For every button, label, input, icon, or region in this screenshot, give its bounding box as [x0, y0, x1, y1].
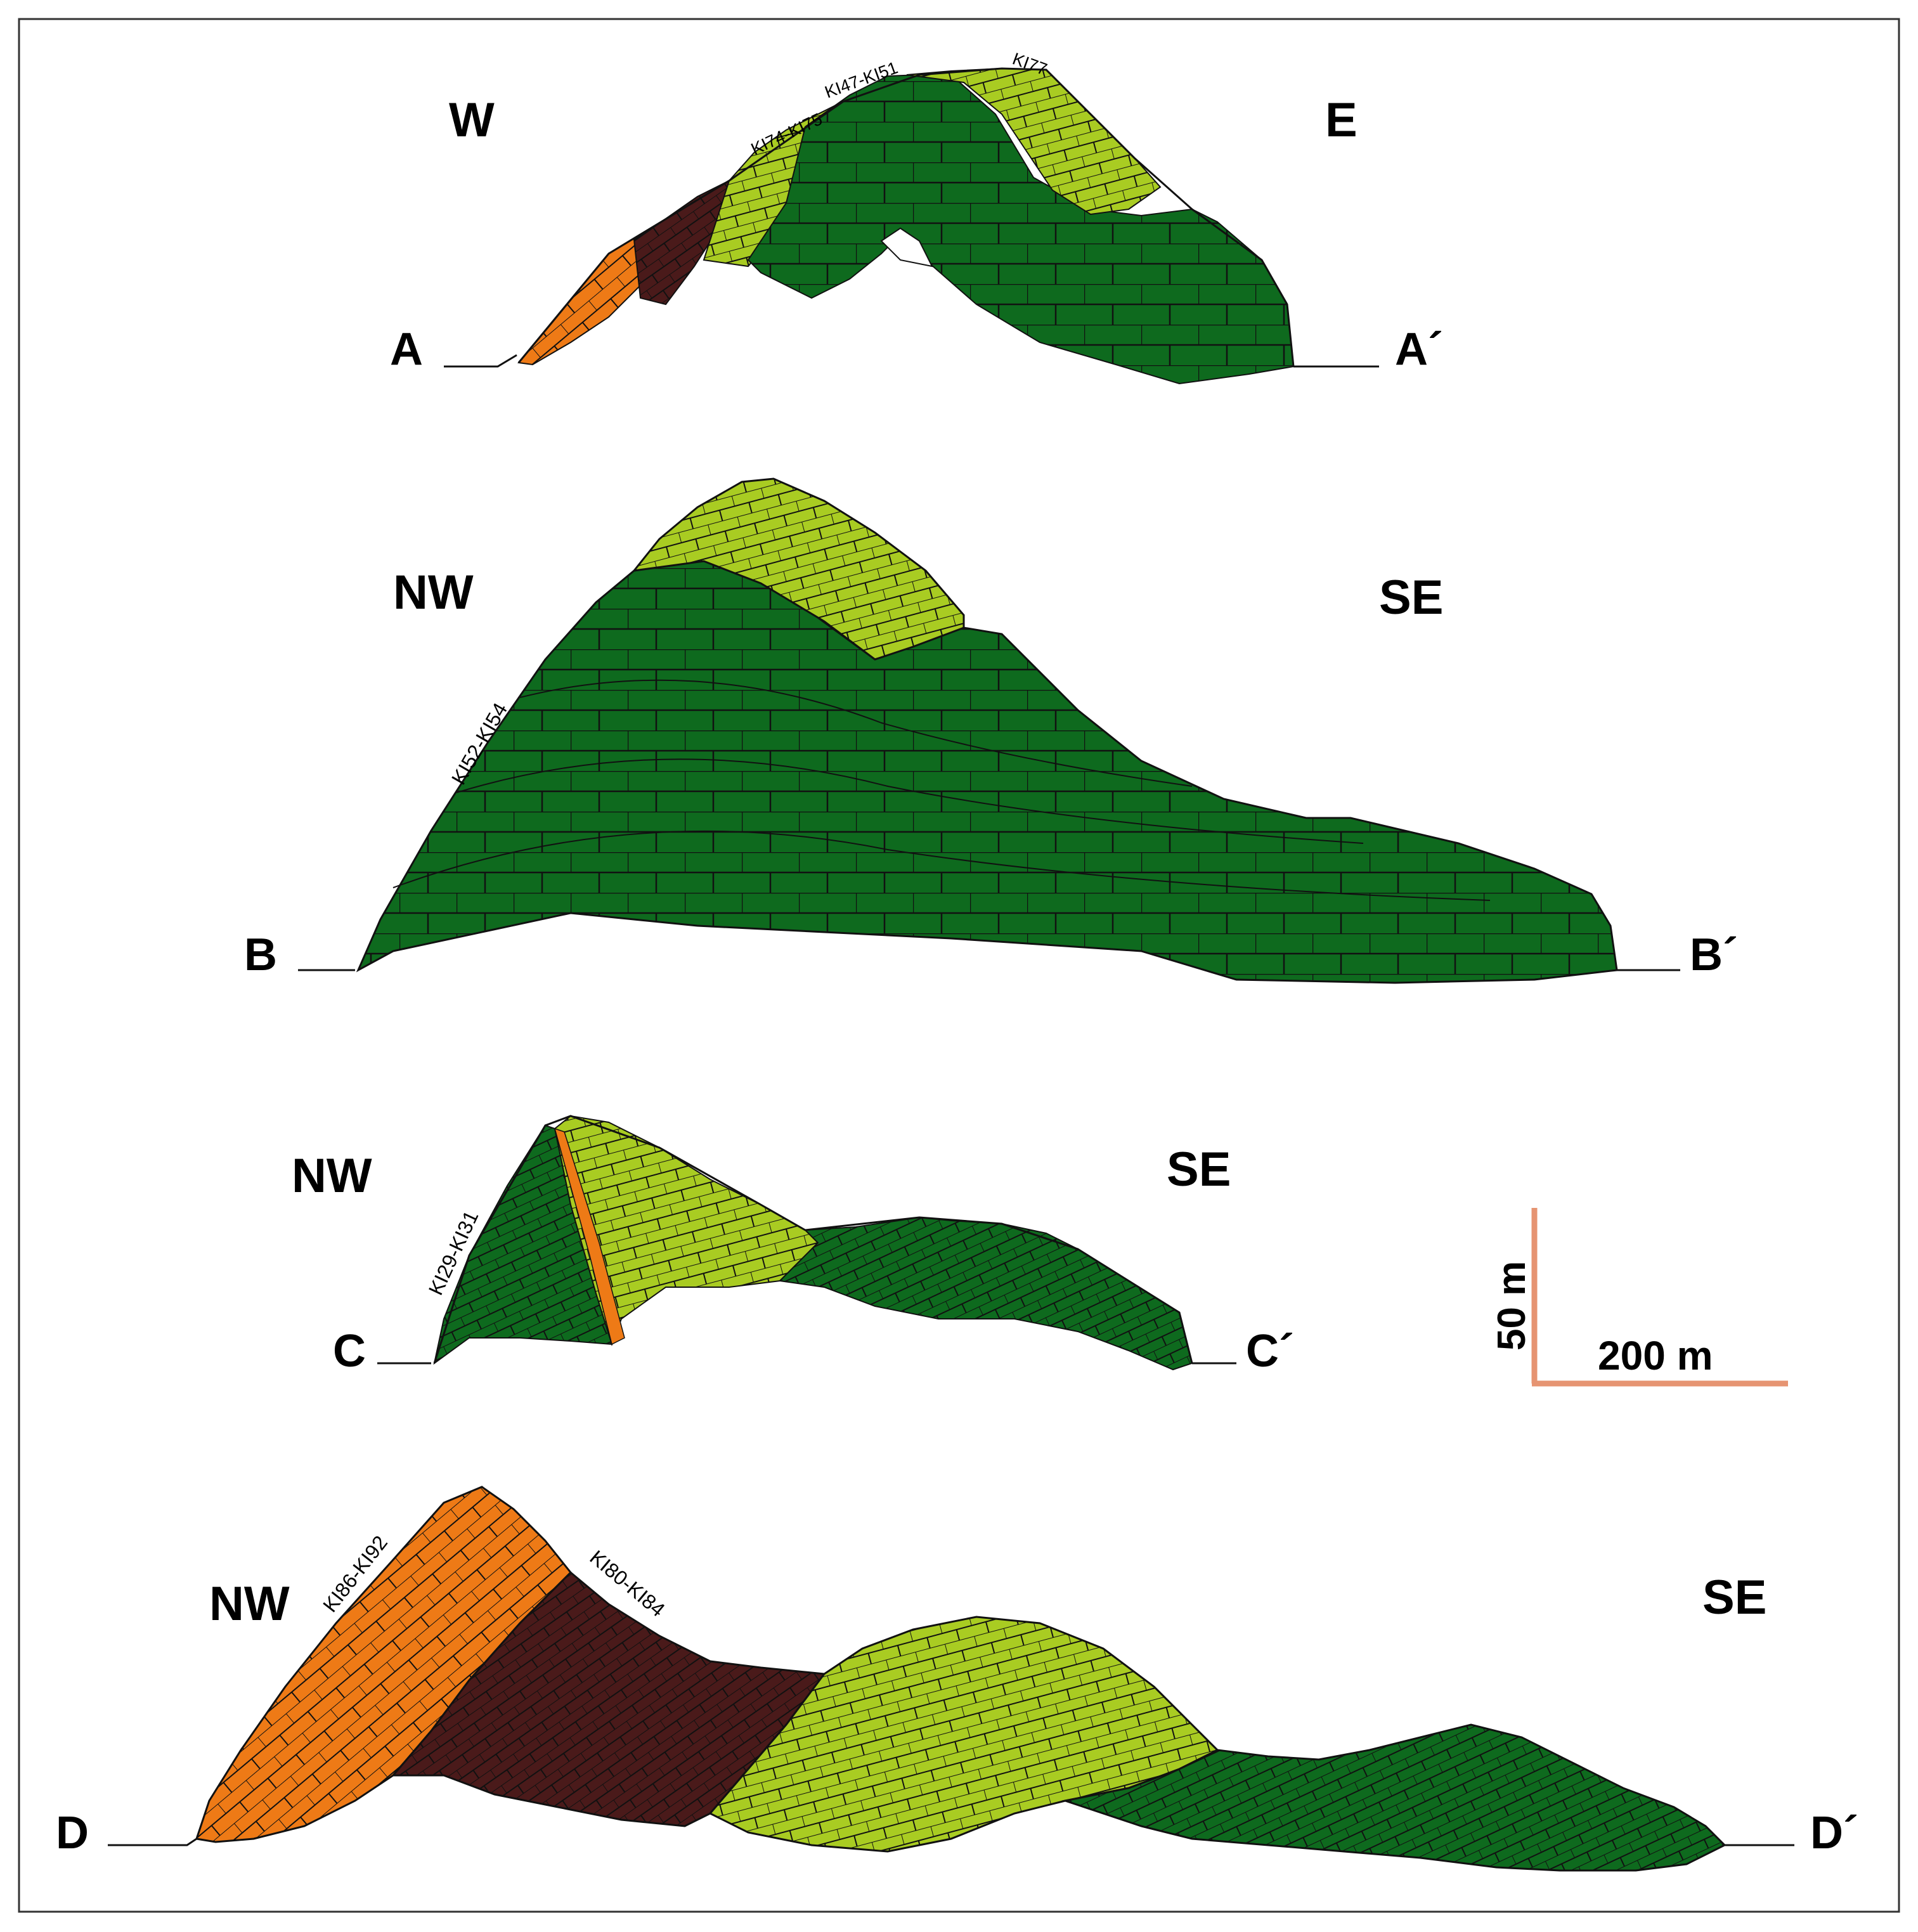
section-a-dark-green-unit	[747, 74, 1295, 385]
section-d-ground-left	[108, 1838, 197, 1846]
section-c	[377, 1115, 1236, 1371]
section-b-fold-line-2	[456, 758, 1364, 844]
section-d	[108, 1486, 1794, 1872]
section-b-fold-line-1	[392, 830, 1491, 901]
section-a-left-direction: W	[449, 93, 495, 147]
section-b-end-label: B´	[1690, 930, 1738, 980]
section-a-end-label: A´	[1395, 324, 1443, 375]
scale-bar	[1531, 1208, 1788, 1387]
section-d-start-label: D	[56, 1808, 89, 1858]
section-d-maroon-unit	[391, 1571, 826, 1827]
scale-bar-vertical-label: 50 m	[1490, 1261, 1534, 1351]
section-a-anticline-core	[880, 227, 933, 268]
section-a-surface-outline	[517, 67, 1295, 367]
section-c-orange-vein	[554, 1127, 625, 1345]
section-d-right-direction: SE	[1702, 1571, 1766, 1624]
figure-frame	[18, 18, 1900, 1913]
section-b-fold-line-3	[519, 679, 1193, 787]
section-b-right-direction: SE	[1379, 571, 1443, 625]
scale-bar-horizontal-label: 200 m	[1598, 1333, 1713, 1378]
section-c-right-direction: SE	[1167, 1143, 1231, 1196]
section-b-left-direction: NW	[393, 566, 474, 619]
section-a	[444, 67, 1379, 385]
section-b	[298, 477, 1680, 984]
section-a-start-label: A	[390, 324, 423, 375]
section-b-light-green-unit	[632, 477, 965, 661]
section-c-start-label: C	[333, 1326, 366, 1377]
section-b-start-label: B	[244, 930, 277, 980]
section-a-ground-left	[444, 354, 517, 368]
section-c-dark-green-right-unit	[778, 1216, 1193, 1371]
section-a-right-direction: E	[1325, 93, 1358, 147]
section-d-left-direction: NW	[209, 1577, 290, 1631]
section-d-dark-green-unit	[1061, 1723, 1727, 1872]
section-c-surface-outline	[433, 1115, 1193, 1364]
section-d-orange-unit	[195, 1486, 573, 1843]
section-c-left-direction: NW	[292, 1149, 372, 1203]
section-d-end-label: D´	[1810, 1808, 1858, 1858]
section-c-end-label: C´	[1246, 1326, 1294, 1377]
section-b-dark-green-unit	[356, 557, 1618, 984]
